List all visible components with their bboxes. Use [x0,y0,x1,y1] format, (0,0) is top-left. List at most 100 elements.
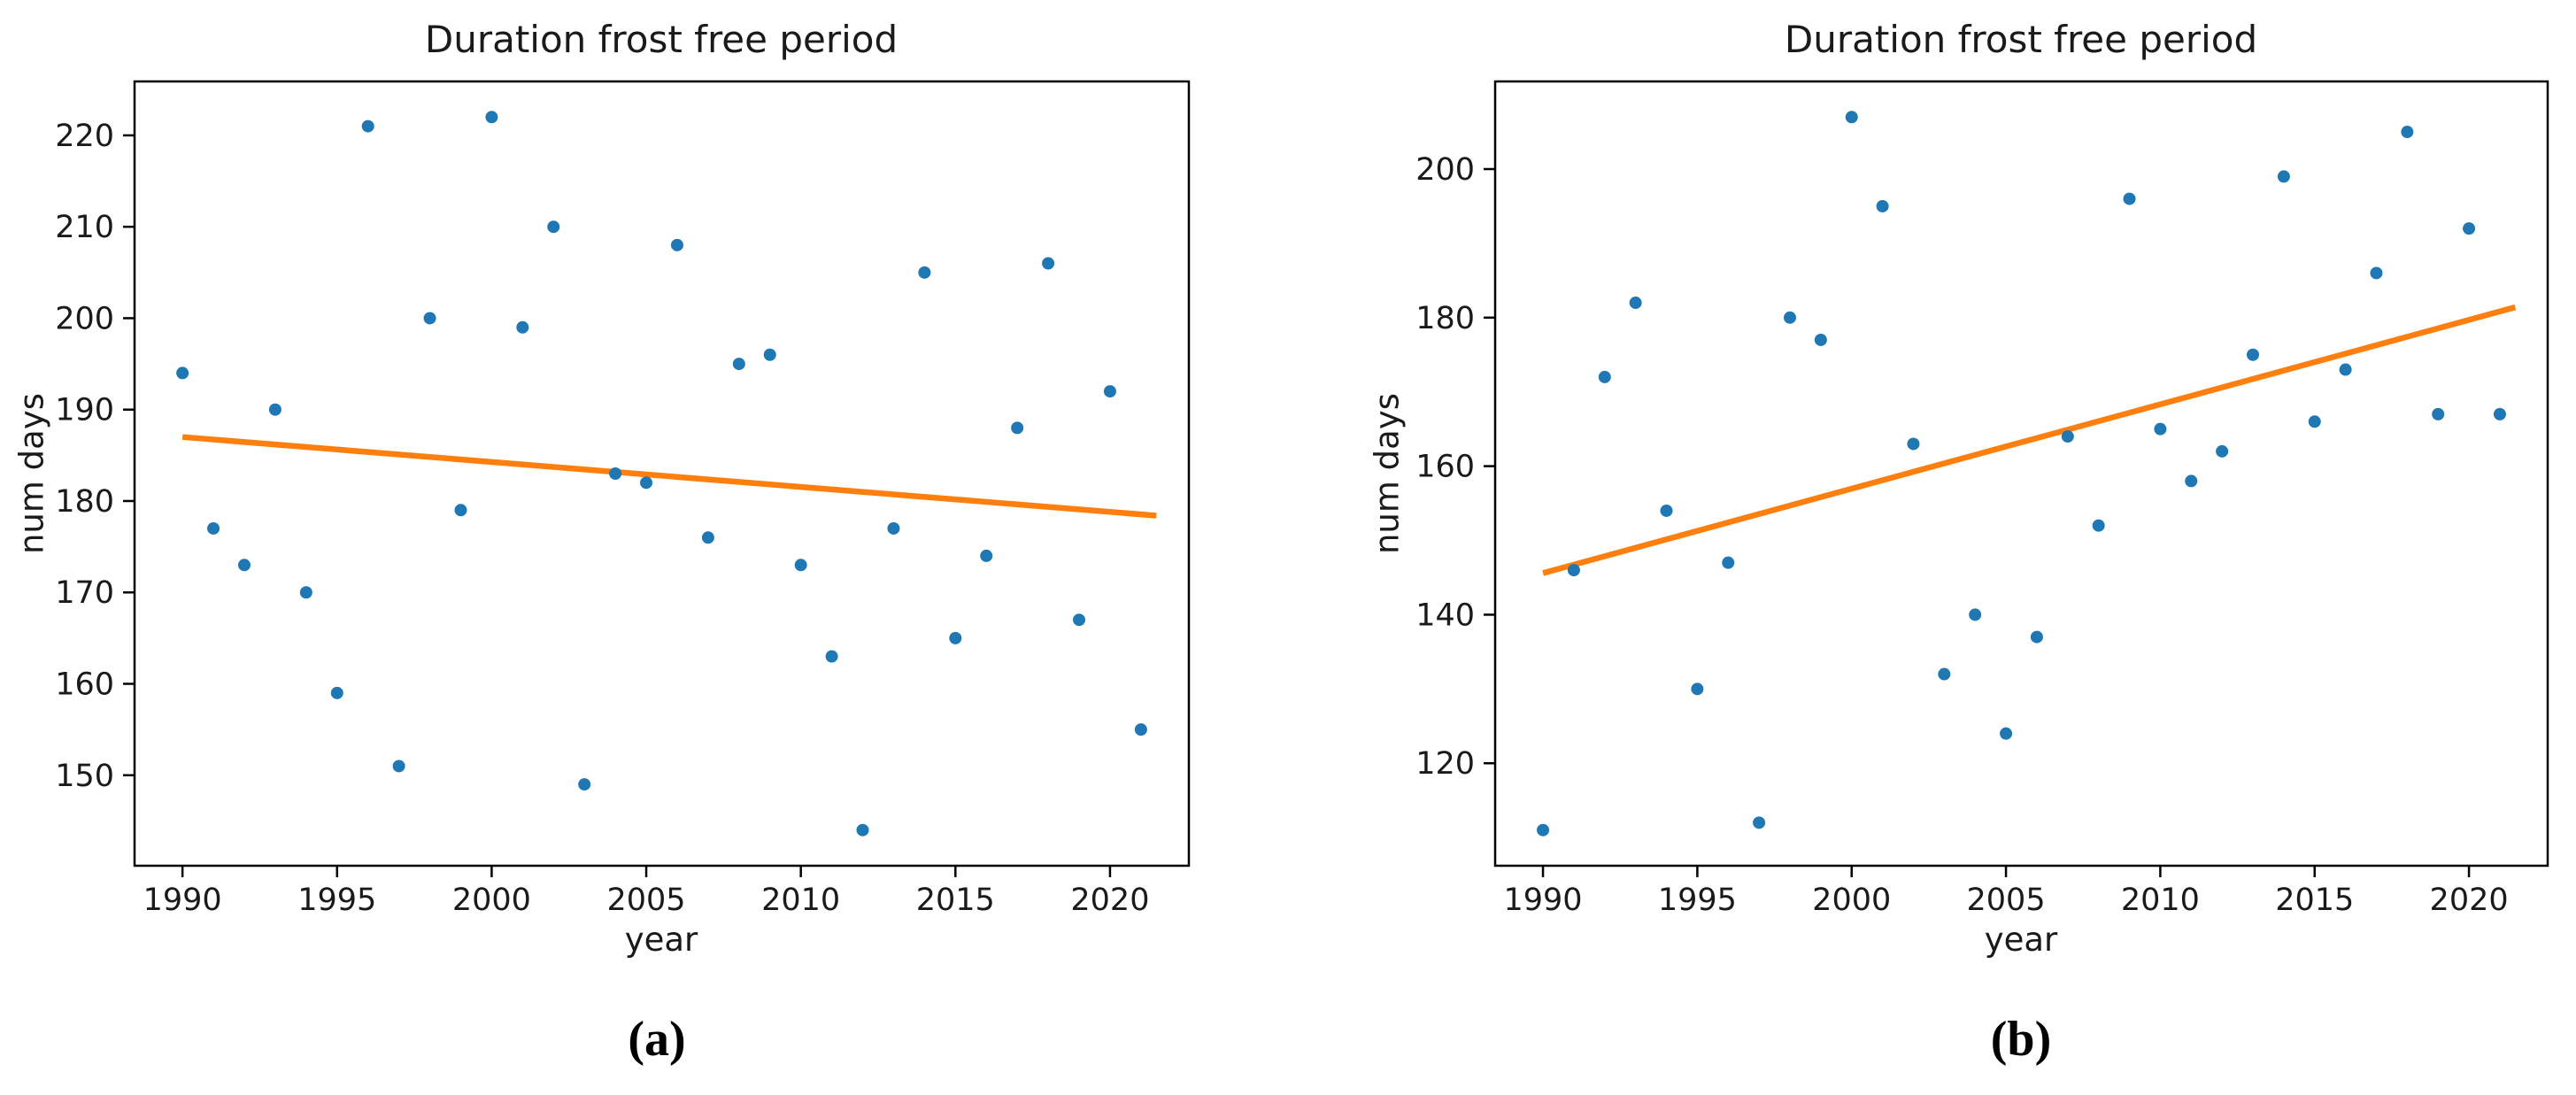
data-point [485,111,498,124]
data-point [949,631,962,644]
data-point [237,559,251,572]
data-point [2216,444,2229,458]
data-point [361,120,374,133]
data-point [918,266,931,279]
data-point [299,586,312,599]
x-tick-label: 2010 [761,883,840,918]
x-tick-label: 1995 [1658,883,1737,918]
x-tick-label: 2005 [1967,883,2046,918]
data-point [2401,126,2414,139]
data-point [423,312,436,325]
data-point [1011,421,1024,435]
y-tick-label: 200 [1415,152,1475,188]
chart-b-xaxis-label: year [1984,921,2058,959]
data-point [2463,222,2476,235]
data-point [2339,363,2352,376]
data-point [1073,613,1086,627]
y-tick-label: 180 [1415,301,1475,336]
data-point [392,760,405,773]
x-tick-label: 2010 [2121,883,2200,918]
y-tick-label: 220 [55,119,114,154]
data-point [856,823,869,837]
chart-a-yaxis-label: num days [12,392,51,555]
data-point [825,650,838,663]
data-point [1598,370,1611,383]
data-point [268,403,282,416]
data-point [516,320,529,334]
data-point [1691,682,1704,696]
chart-a-plot-area: 1990 1995 2000 2005 2010 2015 2020 150 160 170 180… [55,80,1191,918]
x-tick-label: 2015 [916,883,995,918]
y-tick-label: 190 [55,393,114,428]
data-point [2030,630,2043,644]
data-point [547,220,560,234]
x-tick-label: 2015 [2275,883,2354,918]
data-point [1042,257,1055,270]
y-tick-label: 200 [55,301,114,336]
data-point [609,467,622,480]
y-tick-label: 160 [55,667,114,703]
data-point [1722,556,1735,569]
data-point [1814,333,1827,346]
x-tick-label: 2020 [1070,883,1149,918]
data-point [1103,385,1116,398]
x-tick-label: 2000 [452,883,531,918]
data-point [1629,297,1642,310]
data-point [207,521,220,535]
data-point [2185,474,2198,488]
data-point [1567,564,1580,577]
y-tick-label: 210 [55,210,114,245]
chart-a-caption: (a) [628,1012,686,1067]
y-tick-label: 140 [1415,598,1475,633]
data-point [732,358,745,371]
data-point [2061,430,2074,443]
data-point [1938,667,1951,681]
y-tick-label: 150 [55,759,114,794]
data-point [887,521,900,535]
data-point [2432,407,2445,420]
data-point [578,778,591,791]
data-point [1845,111,1858,124]
data-point [640,476,653,490]
y-tick-label: 170 [55,575,114,611]
data-point [454,504,467,517]
data-point [980,549,993,562]
x-tick-label: 2020 [2430,883,2509,918]
data-point [2493,407,2506,420]
chart-b-yaxis-label: num days [1368,392,1407,555]
y-tick-label: 160 [1415,450,1475,485]
trend-line [1542,304,2517,576]
data-point [1907,437,1920,451]
data-point [2370,266,2383,280]
data-point [176,366,189,380]
data-point [1753,816,1766,829]
data-point [1134,723,1147,736]
chart-b-title: Duration frost free period [1784,18,2258,61]
x-tick-label: 2005 [606,883,685,918]
data-point [763,348,776,361]
data-point [2277,170,2290,183]
trend-line [181,434,1157,519]
data-point [1537,823,1550,837]
chart-b-plot-area: 1990 1995 2000 2005 2010 2015 2020 120 140 160 180… [1415,80,2549,918]
data-point [1660,504,1673,517]
chart-a-title: Duration frost free period [424,18,899,61]
data-point [2000,727,2013,740]
data-point [701,531,714,544]
x-tick-label: 1995 [297,883,376,918]
data-point [670,238,683,251]
y-tick-label: 120 [1415,746,1475,782]
data-point [794,559,807,572]
data-point [2247,348,2260,361]
x-tick-label: 1990 [143,883,222,918]
data-point [330,686,343,699]
data-point [2092,519,2105,532]
data-point [2123,192,2136,205]
data-point [1876,199,1889,212]
data-point [1783,311,1796,324]
data-point [2154,422,2167,436]
x-tick-label: 2000 [1812,883,1891,918]
y-tick-label: 180 [55,484,114,520]
x-tick-label: 1990 [1504,883,1583,918]
